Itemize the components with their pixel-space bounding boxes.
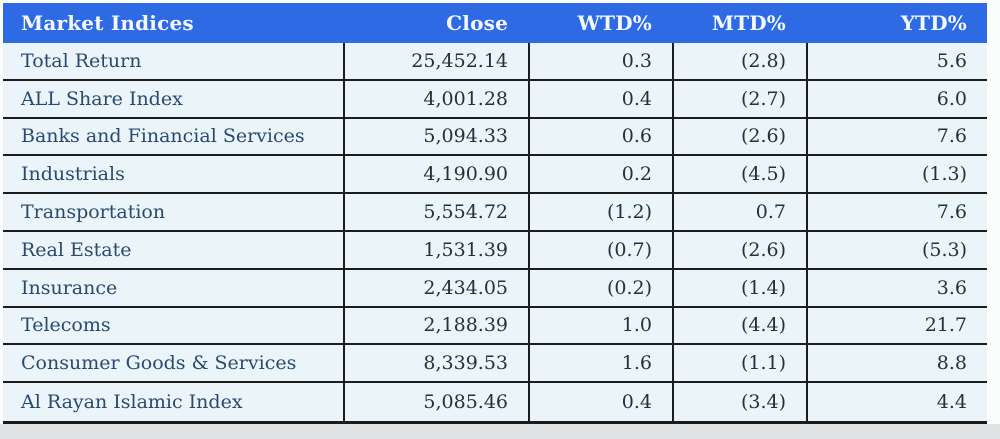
row-value: 3.6 — [806, 269, 987, 306]
row-value: 0.6 — [528, 118, 672, 155]
row-value: (4.4) — [672, 307, 806, 344]
row-value: 21.7 — [806, 307, 987, 344]
row-value: 6.0 — [806, 80, 987, 117]
row-value: (4.5) — [672, 156, 806, 193]
row-label: Telecoms — [21, 314, 111, 337]
table-body: Total Return 25,452.14 0.3 (2.8) 5.6 ALL Shar… — [3, 43, 987, 421]
column-header-ytd: YTD% — [900, 11, 967, 35]
table-row: Total Return 25,452.14 0.3 (2.8) 5.6 — [3, 43, 987, 81]
row-value: 5,085.46 — [343, 383, 528, 421]
row-label: Banks and Financial Services — [21, 125, 305, 148]
row-label: Industrials — [21, 163, 125, 186]
table-row: Transportation 5,554.72 (1.2) 0.7 7.6 — [3, 194, 987, 232]
table-row: Industrials 4,190.90 0.2 (4.5) (1.3) — [3, 156, 987, 195]
row-value: 0.4 — [528, 383, 672, 421]
row-value: 4,190.90 — [343, 156, 528, 193]
column-header-market-indices: Market Indices — [21, 11, 194, 35]
row-value: 0.3 — [528, 43, 672, 79]
row-label: Transportation — [21, 201, 166, 224]
row-value: 2,188.39 — [343, 307, 528, 344]
row-value: 5.6 — [806, 43, 987, 79]
row-label: ALL Share Index — [21, 87, 183, 110]
row-value: 1,531.39 — [343, 231, 528, 268]
table-row: Al Rayan Islamic Index 5,085.46 0.4 (3.4) 4.… — [3, 383, 987, 421]
row-label: Insurance — [21, 276, 118, 299]
row-value: (3.4) — [672, 383, 806, 421]
table-header-row: Market Indices Close WTD% MTD% YTD% — [3, 3, 987, 43]
row-label: Consumer Goods & Services — [21, 352, 297, 375]
row-value: (2.6) — [672, 118, 806, 155]
row-label: Total Return — [21, 49, 142, 72]
column-header-mtd: MTD% — [711, 11, 786, 35]
row-value: (1.3) — [806, 156, 987, 193]
row-value: 8,339.53 — [343, 345, 528, 382]
market-indices-table: Market Indices Close WTD% MTD% YTD% Tota… — [3, 3, 987, 424]
row-value: 0.2 — [528, 156, 672, 193]
column-header-close: Close — [446, 11, 508, 35]
table-row: Real Estate 1,531.39 (0.7) (2.6) (5.3) — [3, 231, 987, 270]
row-value: (1.1) — [672, 345, 806, 382]
row-value: 5,554.72 — [343, 194, 528, 230]
row-value: (0.2) — [528, 269, 672, 306]
page-bottom-band — [0, 424, 1000, 439]
table-row: Consumer Goods & Services 8,339.53 1.6 (1.1… — [3, 345, 987, 384]
row-label: Al Rayan Islamic Index — [21, 391, 243, 414]
row-value: 8.8 — [806, 345, 987, 382]
row-value: (1.2) — [528, 194, 672, 230]
table-row: Telecoms 2,188.39 1.0 (4.4) 21.7 — [3, 307, 987, 346]
table-row: ALL Share Index 4,001.28 0.4 (2.7) 6.0 — [3, 80, 987, 119]
table-row: Banks and Financial Services 5,094.33 0.6(… — [3, 118, 987, 157]
row-label: Real Estate — [21, 238, 132, 261]
row-value: 0.7 — [672, 194, 806, 230]
row-value: 1.6 — [528, 345, 672, 382]
row-value: (2.8) — [672, 43, 806, 79]
row-value: 25,452.14 — [343, 43, 528, 79]
row-value: 5,094.33 — [343, 118, 528, 155]
row-value: 2,434.05 — [343, 269, 528, 306]
row-value: 0.4 — [528, 80, 672, 117]
row-value: (2.7) — [672, 80, 806, 117]
row-value: (0.7) — [528, 231, 672, 268]
row-value: (1.4) — [672, 269, 806, 306]
row-value: 7.6 — [806, 118, 987, 155]
row-value: 7.6 — [806, 194, 987, 230]
row-value: 4.4 — [806, 383, 987, 421]
row-value: (2.6) — [672, 231, 806, 268]
row-value: 4,001.28 — [343, 80, 528, 117]
row-value: (5.3) — [806, 231, 987, 268]
table-row: Insurance 2,434.05 (0.2) (1.4) 3.6 — [3, 269, 987, 308]
column-header-wtd: WTD% — [577, 11, 652, 35]
row-value: 1.0 — [528, 307, 672, 344]
